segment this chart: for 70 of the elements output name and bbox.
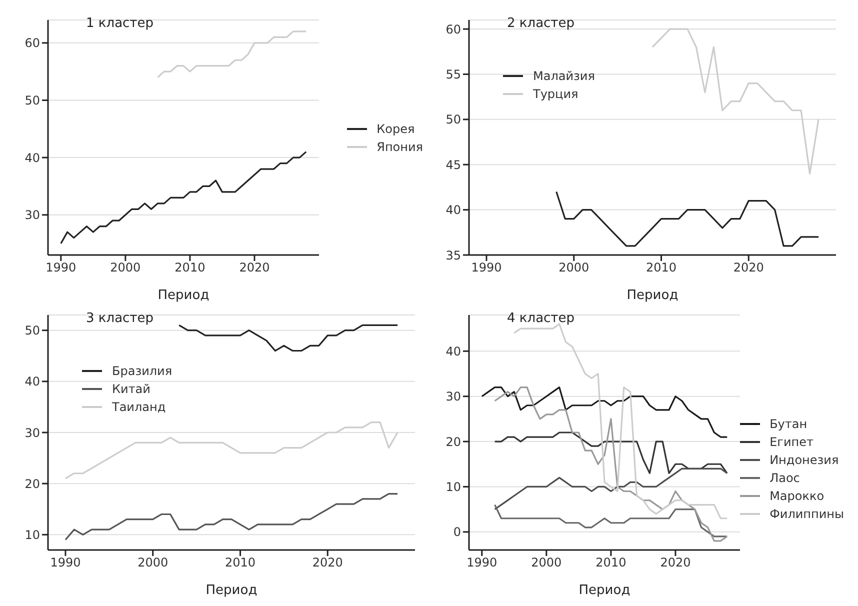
chart-title: 1 кластер xyxy=(86,16,154,31)
chart-title: 3 кластер xyxy=(86,311,154,326)
x-tick-label: 1990 xyxy=(46,260,76,275)
x-tick-label: 2000 xyxy=(558,260,590,275)
x-tick-label: 1990 xyxy=(50,556,81,570)
y-tick-label: 50 xyxy=(446,112,461,127)
legend-label: Бутан xyxy=(770,417,808,432)
x-tick-label: 2020 xyxy=(239,260,270,275)
y-tick-label: 20 xyxy=(446,434,461,449)
legend-label: Лаос xyxy=(770,471,800,486)
y-tick-label: 50 xyxy=(24,94,40,108)
x-tick-label: 1990 xyxy=(471,260,502,275)
legend-label: Китай xyxy=(112,382,150,396)
legend-label: Япония xyxy=(376,140,423,154)
legend-label: Марокко xyxy=(770,489,824,504)
y-tick-label: 30 xyxy=(24,426,40,440)
y-tick-label: 35 xyxy=(446,248,461,262)
y-tick-label: 60 xyxy=(24,36,40,50)
legend-label: Филиппины xyxy=(770,507,844,522)
y-tick-label: 40 xyxy=(446,344,461,358)
legend-label: Малайзия xyxy=(533,69,595,83)
x-tick-label: 1990 xyxy=(466,556,498,570)
line-series xyxy=(513,323,728,520)
y-tick-label: 40 xyxy=(446,203,461,218)
x-axis-title: Период xyxy=(578,583,630,598)
y-tick-label: 40 xyxy=(24,150,40,165)
x-tick-label: 2020 xyxy=(660,556,691,570)
legend-label: Таиланд xyxy=(112,400,166,414)
x-tick-label: 2010 xyxy=(174,260,206,275)
line-series xyxy=(156,30,307,78)
x-axis-title: Период xyxy=(158,288,210,303)
line-series xyxy=(64,421,398,480)
x-tick-label: 2000 xyxy=(110,260,141,275)
x-tick-label: 2020 xyxy=(312,556,343,570)
y-tick-label: 20 xyxy=(24,476,40,491)
x-tick-label: 2010 xyxy=(596,556,626,570)
line-series xyxy=(178,324,398,352)
line-series xyxy=(494,432,728,474)
y-tick-label: 55 xyxy=(446,67,461,82)
line-series xyxy=(494,468,728,510)
legend-label: Турция xyxy=(533,87,578,101)
x-axis-title: Период xyxy=(626,288,678,303)
y-tick-label: 30 xyxy=(24,208,40,222)
line-series xyxy=(481,386,728,438)
legend-label: Корея xyxy=(376,122,415,136)
x-tick-label: 2000 xyxy=(531,556,562,570)
y-tick-label: 40 xyxy=(24,374,40,389)
y-tick-label: 60 xyxy=(446,22,461,36)
chart-title: 2 кластер xyxy=(507,16,575,31)
chart-title: 4 кластер xyxy=(507,311,575,326)
legend-label: Египет xyxy=(770,435,814,450)
line-series xyxy=(494,386,728,542)
y-tick-label: 10 xyxy=(24,528,40,542)
y-tick-label: 10 xyxy=(446,480,461,494)
legend-label: Индонезия xyxy=(770,453,839,468)
line-series xyxy=(60,151,307,244)
y-tick-label: 45 xyxy=(446,158,461,172)
x-tick-label: 2020 xyxy=(733,260,764,275)
line-series xyxy=(652,28,820,174)
line-series xyxy=(494,504,728,538)
line-series xyxy=(556,190,820,247)
x-tick-label: 2010 xyxy=(646,260,677,275)
y-tick-label: 30 xyxy=(446,390,461,404)
line-series xyxy=(64,493,398,541)
x-tick-label: 2010 xyxy=(224,556,256,570)
y-tick-label: 0 xyxy=(453,525,461,540)
legend-label: Бразилия xyxy=(112,364,172,378)
y-tick-label: 50 xyxy=(24,324,40,338)
x-axis-title: Период xyxy=(206,583,258,598)
x-tick-label: 2000 xyxy=(138,556,168,570)
